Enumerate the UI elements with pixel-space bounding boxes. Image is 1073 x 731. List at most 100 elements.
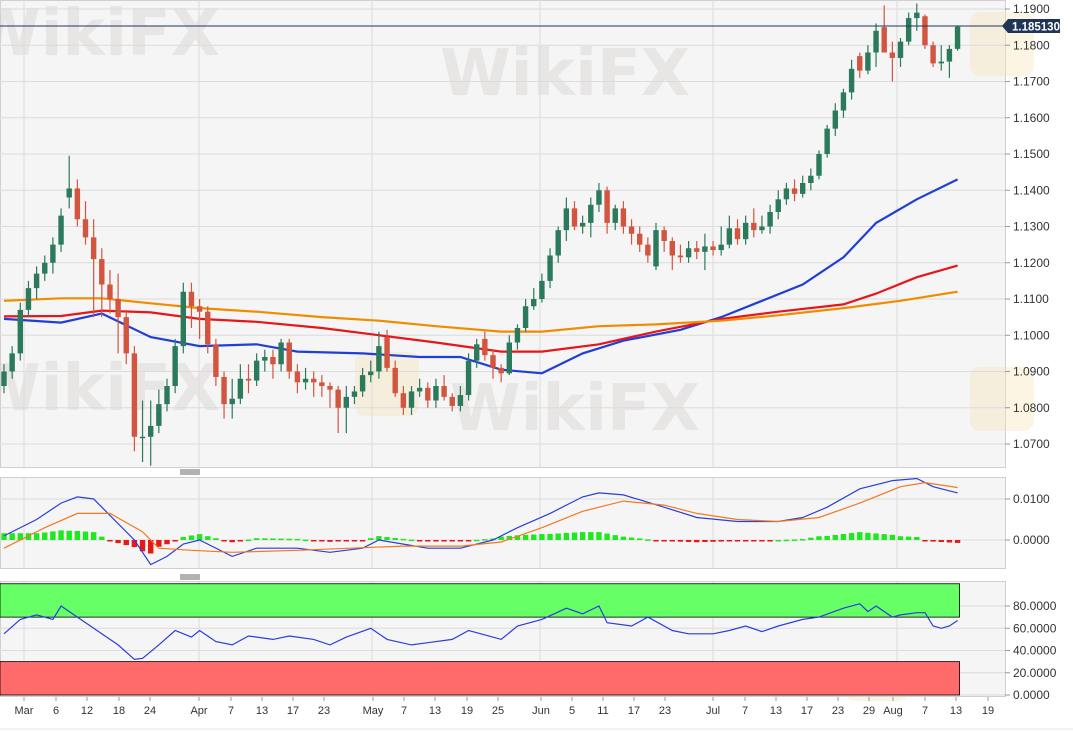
candle [278, 338, 284, 372]
candle [335, 386, 341, 434]
y-tick-label: 80.0000 [1013, 599, 1057, 613]
macd-histogram-bar [547, 533, 553, 540]
candle-body [506, 342, 512, 374]
macd-histogram-bar [930, 540, 936, 542]
candle-body [148, 425, 154, 437]
macd-histogram-bar [914, 536, 920, 540]
candle [555, 226, 561, 263]
candle-body [164, 386, 170, 405]
candle-body [237, 378, 244, 399]
x-tick-label: 7 [401, 705, 407, 717]
candle-body [571, 208, 578, 227]
candle [506, 335, 512, 376]
candle [457, 386, 464, 412]
macd-histogram-bar [17, 533, 23, 540]
candle-body [889, 52, 896, 58]
macd-histogram-bar [522, 534, 529, 540]
candle [1, 364, 7, 394]
macd-histogram-bar [571, 532, 578, 540]
candle-body [286, 342, 292, 372]
candle-body [156, 404, 162, 426]
candle-body [50, 244, 56, 263]
macd-histogram-bar [311, 540, 317, 542]
panel-resize-handle[interactable] [180, 574, 200, 580]
candle-body [408, 391, 415, 408]
y-tick-label: 0.0100 [1013, 492, 1050, 506]
candle-body [474, 344, 480, 361]
candle-body [33, 273, 40, 289]
macd-plot-area[interactable] [0, 477, 1006, 569]
candles [1, 3, 961, 466]
macd-histogram-bar [82, 531, 89, 540]
macd-histogram-bar [50, 531, 56, 540]
candle [400, 386, 407, 415]
candle-body [490, 355, 496, 368]
candle [311, 371, 317, 397]
macd-histogram-bar [808, 537, 814, 540]
candle-body [604, 190, 610, 223]
macd-histogram-bar [42, 532, 48, 540]
candle-body [865, 52, 871, 71]
candle [294, 364, 301, 394]
macd-histogram-bar [905, 536, 912, 540]
macd-histogram-bar [343, 540, 349, 542]
macd-histogram-bar [840, 534, 847, 540]
x-tick-label: 13 [950, 705, 962, 717]
macd-signal-line [3, 481, 958, 553]
candle-body [368, 371, 374, 376]
macd-histogram-bar [734, 540, 741, 542]
macd-histogram-bar [245, 539, 252, 542]
candle [180, 282, 186, 354]
macd-histogram-bar [400, 538, 407, 541]
candle [229, 378, 235, 419]
candle-body [661, 230, 667, 241]
macd-histogram-bar [359, 540, 366, 542]
candle-body [327, 386, 333, 390]
candle [441, 375, 447, 401]
candle-body [808, 175, 814, 183]
candle [718, 226, 724, 256]
candle-body [775, 199, 781, 212]
x-tick-label: May [363, 705, 384, 717]
x-tick-label: 17 [287, 705, 299, 717]
x-tick-label: 23 [318, 705, 330, 717]
rsi-indicator [0, 582, 1005, 696]
y-tick-label: 1.1300 [1013, 220, 1050, 234]
candle [245, 364, 252, 394]
macd-histogram-bar [278, 538, 284, 541]
macd-histogram-bar [237, 540, 244, 542]
candle [416, 378, 423, 397]
candle [694, 241, 700, 260]
candle-body [25, 288, 32, 310]
x-tick-label: 6 [53, 705, 59, 717]
last-price-label: 1.185130 [1012, 22, 1060, 34]
macd-histogram-bar [531, 534, 537, 540]
macd-histogram-bar [90, 532, 97, 540]
macd-axis: 0.0100 0.0000 [1005, 492, 1050, 547]
candle-body [302, 378, 309, 383]
panel-resize-handle[interactable] [180, 469, 200, 475]
candle [514, 324, 521, 350]
candle-body [416, 387, 423, 392]
macd-histogram-bar [596, 532, 602, 540]
x-tick-label: Jun [532, 705, 550, 717]
macd-histogram-bar [628, 537, 635, 540]
x-tick-label: 11 [597, 705, 608, 717]
macd-histogram-bar [107, 540, 113, 542]
candle [376, 331, 382, 379]
macd-histogram-bar [604, 533, 610, 540]
macd-histogram-bar [196, 534, 203, 540]
candle-body [221, 376, 227, 405]
macd-histogram-bar [99, 536, 105, 540]
macd-histogram-bar [791, 539, 798, 541]
candle [90, 219, 97, 318]
candle-body [637, 233, 643, 245]
candle-body [645, 244, 651, 256]
candle [816, 150, 822, 180]
macd-histogram-bar [433, 540, 439, 542]
candle [889, 41, 896, 82]
macd-histogram-bar [897, 536, 904, 540]
macd-histogram-bar [131, 540, 138, 548]
macd-histogram-bar [832, 534, 838, 540]
